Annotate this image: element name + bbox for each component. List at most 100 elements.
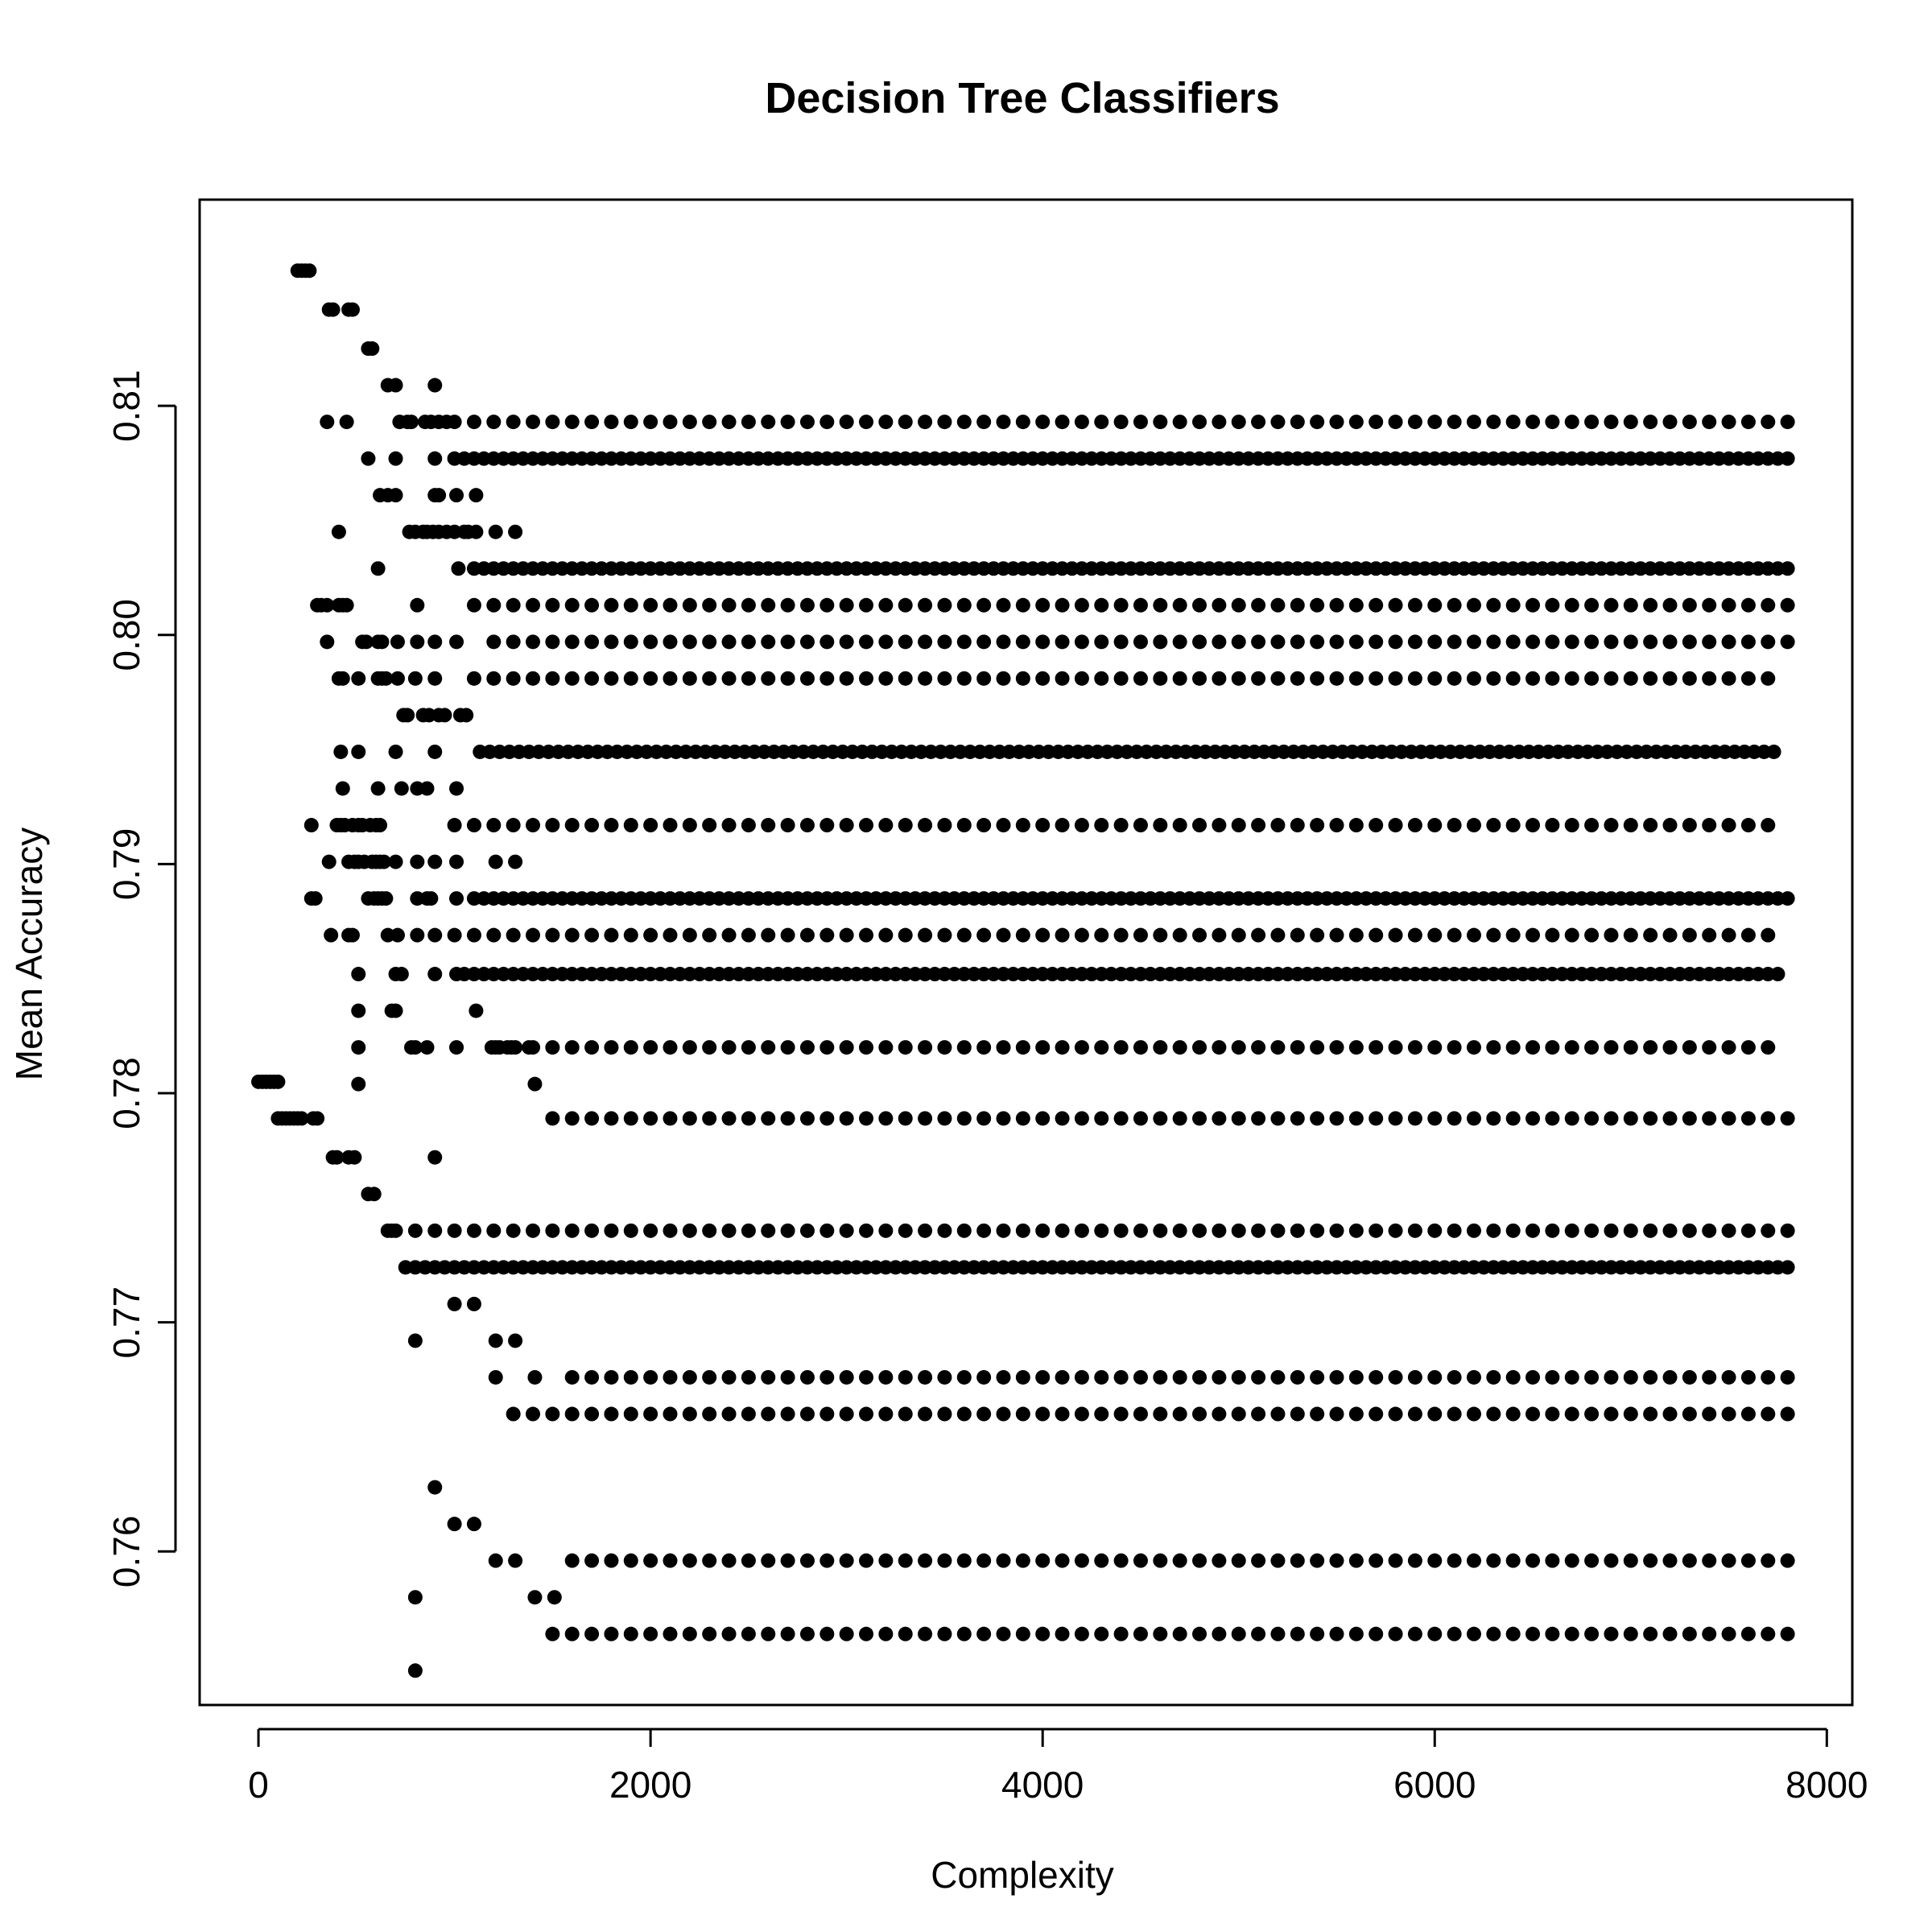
data-point: [1055, 927, 1070, 943]
data-point: [1721, 1553, 1736, 1568]
data-point: [407, 671, 423, 686]
y-tick-label: 0.78: [105, 1057, 147, 1129]
data-point: [410, 854, 425, 869]
data-point: [427, 1150, 443, 1165]
data-point: [663, 415, 678, 430]
data-point: [604, 634, 619, 650]
data-point: [1192, 1223, 1208, 1238]
data-point: [1015, 818, 1030, 833]
data-point: [839, 927, 854, 943]
data-point: [1113, 597, 1129, 613]
data-point: [394, 967, 409, 982]
data-point: [1662, 634, 1678, 650]
data-point: [741, 1553, 756, 1568]
data-point: [1074, 597, 1089, 613]
data-point: [1702, 1111, 1717, 1126]
data-point: [1310, 1223, 1325, 1238]
data-point: [1721, 1369, 1736, 1385]
data-point: [1407, 415, 1422, 430]
data-point: [1721, 597, 1736, 613]
data-point: [449, 634, 464, 650]
data-point: [1329, 1040, 1344, 1055]
data-point: [937, 1626, 952, 1641]
data-point: [1290, 634, 1305, 650]
data-point: [859, 597, 874, 613]
data-point: [1427, 927, 1443, 943]
data-point: [1231, 1040, 1246, 1055]
data-point: [1447, 1223, 1462, 1238]
data-point: [1094, 1553, 1109, 1568]
data-point: [1505, 415, 1521, 430]
data-point: [545, 597, 560, 613]
data-point: [1329, 1369, 1344, 1385]
data-point: [1525, 671, 1541, 686]
data-point: [1466, 671, 1481, 686]
data-point: [1505, 634, 1521, 650]
data-point: [761, 1223, 776, 1238]
data-point: [937, 1553, 952, 1568]
data-point: [839, 1553, 854, 1568]
data-point: [898, 597, 913, 613]
data-point: [449, 781, 464, 796]
data-point: [427, 671, 443, 686]
data-point: [663, 634, 678, 650]
data-point: [1113, 927, 1129, 943]
data-point: [780, 1111, 795, 1126]
data-point: [564, 927, 580, 943]
data-point: [996, 634, 1011, 650]
data-point: [339, 597, 354, 613]
data-point: [1486, 1406, 1501, 1422]
data-point: [1604, 415, 1619, 430]
data-point: [721, 927, 737, 943]
data-point: [1231, 1223, 1246, 1238]
data-point: [1212, 818, 1227, 833]
data-point: [308, 891, 323, 906]
data-point: [1290, 818, 1305, 833]
data-point: [1604, 1626, 1619, 1641]
data-point: [1427, 818, 1443, 833]
data-point: [527, 1590, 543, 1605]
data-point: [1486, 1626, 1501, 1641]
data-point: [427, 378, 443, 393]
data-point: [466, 1296, 481, 1311]
data-point: [1094, 1111, 1109, 1126]
data-point: [1192, 927, 1208, 943]
data-point: [1035, 1369, 1051, 1385]
data-point: [506, 415, 521, 430]
data-point: [1584, 415, 1600, 430]
data-point: [1525, 1626, 1541, 1641]
data-point: [604, 597, 619, 613]
data-point: [320, 415, 335, 430]
data-point: [604, 1406, 619, 1422]
data-point: [1348, 1553, 1364, 1568]
data-point: [1251, 1406, 1266, 1422]
data-point: [604, 927, 619, 943]
data-point: [1015, 1111, 1030, 1126]
data-point: [1702, 1553, 1717, 1568]
data-point: [1113, 1406, 1129, 1422]
data-point: [370, 561, 386, 576]
data-point: [1505, 927, 1521, 943]
data-point: [1740, 927, 1756, 943]
data-point: [682, 1111, 697, 1126]
data-point: [1564, 1626, 1579, 1641]
data-point: [325, 302, 341, 317]
data-point: [898, 1111, 913, 1126]
data-point: [976, 1626, 992, 1641]
data-point: [1153, 1223, 1168, 1238]
data-point: [1231, 818, 1246, 833]
data-point: [1486, 1111, 1501, 1126]
data-point: [1564, 927, 1579, 943]
data-point: [799, 1553, 815, 1568]
data-point: [839, 1040, 854, 1055]
data-point: [1525, 818, 1541, 833]
data-point: [799, 415, 815, 430]
data-point: [976, 1111, 992, 1126]
data-point: [1310, 634, 1325, 650]
data-point: [702, 1626, 717, 1641]
data-point: [1761, 927, 1776, 943]
data-point: [918, 1406, 933, 1422]
data-point: [1348, 927, 1364, 943]
data-point: [976, 1369, 992, 1385]
data-point: [859, 1369, 874, 1385]
